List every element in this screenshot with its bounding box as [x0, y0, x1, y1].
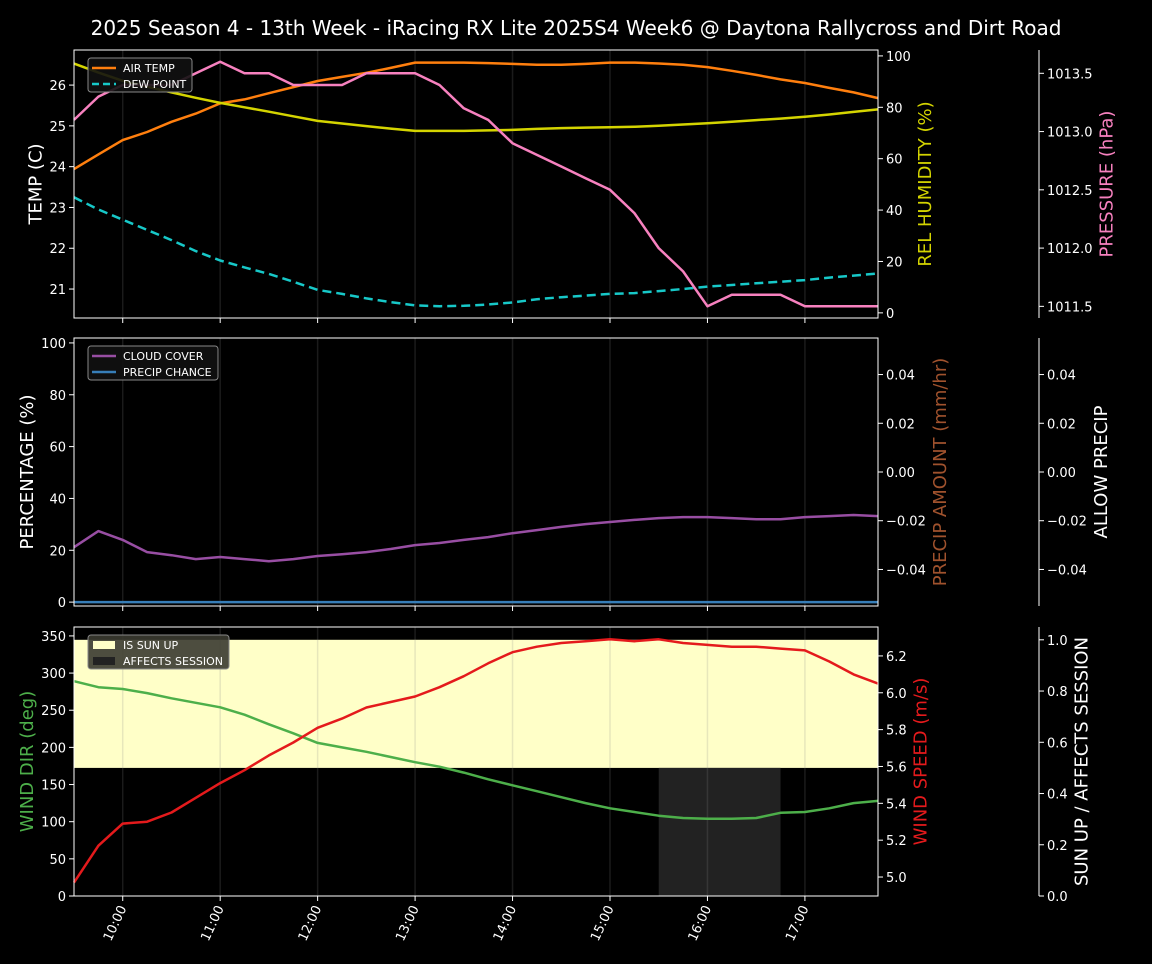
y-tick-label-pct: 80	[49, 389, 66, 404]
legend-label: IS SUN UP	[123, 639, 179, 652]
y-tick-label-sun: 0.4	[1047, 788, 1068, 803]
y-tick-label-humidity: 100	[886, 50, 911, 65]
plot-frame	[73, 626, 879, 897]
x-tick-label: 11:00	[198, 903, 227, 943]
y-tick-label-sun: 0.0	[1047, 890, 1068, 905]
axis-label-pct: PERCENTAGE (%)	[17, 394, 38, 549]
x-tick-label: 17:00	[783, 903, 812, 943]
y-tick-label-pressure: 1013.0	[1047, 126, 1093, 141]
y-tick-label-allow: 0.02	[1047, 417, 1076, 432]
y-tick-label-pct: 0	[58, 596, 66, 611]
legend: CLOUD COVER PRECIP CHANCE	[87, 345, 219, 381]
y-tick-label-temp: 21	[49, 283, 66, 298]
y-tick-label-temp: 26	[49, 79, 66, 94]
legend-label: CLOUD COVER	[123, 350, 204, 363]
legend-swatch	[93, 641, 115, 649]
y-tick-label-speed: 5.0	[886, 871, 907, 886]
y-tick-label-dir: 250	[41, 704, 66, 719]
y-tick-label-dir: 0	[58, 890, 66, 905]
y-tick-label-sun: 0.8	[1047, 685, 1068, 700]
affects-session-band	[658, 767, 781, 896]
series-line-humidity	[73, 62, 879, 133]
legend-label: AIR TEMP	[123, 62, 175, 75]
x-tick-label: 12:00	[296, 903, 325, 943]
x-tick-label: 14:00	[491, 903, 520, 943]
y-tick-label-precip: 0.00	[886, 466, 915, 481]
series-line-cloud-cover	[73, 513, 879, 563]
y-tick-label-speed: 5.8	[886, 724, 907, 739]
y-tick-label-sun: 0.2	[1047, 839, 1068, 854]
legend-label: PRECIP CHANCE	[123, 366, 212, 379]
y-tick-label-allow: 0.00	[1047, 466, 1076, 481]
y-tick-label-precip: −0.02	[886, 515, 926, 530]
legend-label: AFFECTS SESSION	[123, 655, 223, 668]
legend-box	[87, 345, 219, 381]
y-tick-label-dir: 150	[41, 779, 66, 794]
y-tick-label-precip: −0.04	[886, 563, 926, 578]
y-tick-label-speed: 6.2	[886, 650, 907, 665]
axis-label-temp: TEMP (C)	[25, 143, 46, 225]
y-tick-label-humidity: 40	[886, 204, 903, 219]
y-tick-label-temp: 22	[49, 242, 66, 257]
y-tick-label-humidity: 80	[886, 101, 903, 116]
panel-3: 10:00 11:00 12:00 13:00 14:00 15:00 16:00 17:00…	[17, 626, 1093, 944]
y-tick-label-allow: 0.04	[1047, 369, 1076, 384]
x-tick-label: 13:00	[393, 903, 422, 943]
legend-box	[87, 634, 230, 670]
plot-frame	[73, 49, 879, 319]
y-tick-label-speed: 5.6	[886, 760, 907, 775]
y-tick-label-pct: 40	[49, 492, 66, 507]
y-tick-label-pressure: 1013.5	[1047, 67, 1093, 82]
legend-label: DEW POINT	[123, 78, 187, 91]
y-tick-label-sun: 0.6	[1047, 736, 1068, 751]
legend: IS SUN UP AFFECTS SESSION	[87, 634, 230, 670]
y-tick-label-dir: 300	[41, 667, 66, 682]
y-tick-label-sun: 1.0	[1047, 634, 1068, 649]
panel-2: 0 20 40 60 80 100 PERCENTAGE (%) −0.04 −0.02 0.00…	[17, 337, 1112, 611]
series-line-pressure	[73, 60, 878, 308]
y-tick-label-temp: 23	[49, 201, 66, 216]
series-line-dew-point	[73, 196, 879, 308]
axis-label-allow: ALLOW PRECIP	[1091, 405, 1112, 538]
y-tick-label-dir: 100	[41, 816, 66, 831]
y-tick-label-humidity: 60	[886, 153, 903, 168]
x-tick-label: 16:00	[686, 903, 715, 943]
y-tick-label-pct: 60	[49, 441, 66, 456]
series-line-air-temp	[73, 61, 879, 171]
y-tick-label-humidity: 0	[886, 307, 894, 322]
panel-1: 21 22 23 24 25 26 TEMP (C) 0 20 40 60 80 100 REL HUMI…	[25, 49, 1118, 323]
x-tick-label: 10:00	[101, 903, 130, 943]
axis-label-sun: SUN UP / AFFECTS SESSION	[1072, 637, 1093, 886]
y-tick-label-speed: 6.0	[886, 687, 907, 702]
y-tick-label-dir: 200	[41, 741, 66, 756]
y-tick-label-allow: −0.04	[1047, 563, 1087, 578]
y-tick-label-speed: 5.2	[886, 834, 907, 849]
y-tick-label-dir: 50	[49, 853, 66, 868]
axis-label-precip: PRECIP AMOUNT (mm/hr)	[930, 358, 951, 587]
y-tick-label-pressure: 1012.5	[1047, 184, 1093, 199]
axis-label-pressure: PRESSURE (hPa)	[1097, 111, 1118, 258]
y-tick-label-allow: −0.02	[1047, 515, 1087, 530]
legend: AIR TEMP DEW POINT	[87, 57, 193, 93]
legend-swatch	[93, 657, 115, 665]
y-tick-label-dir: 350	[41, 630, 66, 645]
y-tick-label-temp: 25	[49, 120, 66, 135]
y-tick-label-precip: 0.04	[886, 369, 915, 384]
series-line-dir	[73, 679, 879, 820]
y-tick-label-speed: 5.4	[886, 797, 907, 812]
y-tick-label-humidity: 20	[886, 255, 903, 270]
y-tick-label-pressure: 1011.5	[1047, 300, 1093, 315]
y-tick-label-pressure: 1012.0	[1047, 242, 1093, 257]
y-tick-label-temp: 24	[49, 161, 66, 176]
axis-label-dir: WIND DIR (deg)	[17, 691, 38, 833]
y-tick-label-precip: 0.02	[886, 417, 915, 432]
axis-label-humidity: REL HUMIDITY (%)	[915, 101, 936, 266]
chart-title: 2025 Season 4 - 13th Week - iRacing RX L…	[91, 16, 1062, 40]
y-tick-label-pct: 100	[41, 337, 66, 352]
axis-label-speed: WIND SPEED (m/s)	[911, 678, 932, 846]
x-tick-label: 15:00	[588, 903, 617, 943]
series-line-speed	[72, 638, 879, 884]
y-tick-label-pct: 20	[49, 544, 66, 559]
